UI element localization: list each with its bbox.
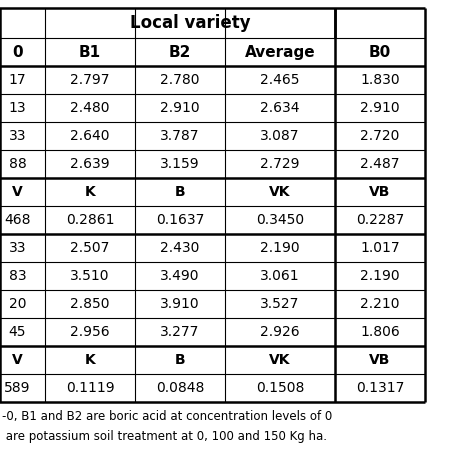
Text: VK: VK (269, 185, 291, 199)
Text: B2: B2 (169, 45, 191, 60)
Text: 0.1317: 0.1317 (356, 381, 404, 395)
Text: 45: 45 (9, 325, 26, 339)
Text: 88: 88 (9, 157, 27, 171)
Text: 0.1119: 0.1119 (66, 381, 114, 395)
Text: 3.910: 3.910 (160, 297, 200, 311)
Text: 0.2287: 0.2287 (356, 213, 404, 227)
Text: B: B (175, 185, 185, 199)
Text: VK: VK (269, 353, 291, 367)
Text: 2.910: 2.910 (360, 101, 400, 115)
Text: 2.210: 2.210 (360, 297, 400, 311)
Text: Local variety: Local variety (130, 14, 250, 32)
Text: 2.480: 2.480 (70, 101, 110, 115)
Text: 3.061: 3.061 (260, 269, 300, 283)
Text: B0: B0 (369, 45, 391, 60)
Text: 0.1508: 0.1508 (256, 381, 304, 395)
Text: 0.3450: 0.3450 (256, 213, 304, 227)
Text: 3.510: 3.510 (70, 269, 110, 283)
Text: K: K (85, 353, 95, 367)
Text: 1.017: 1.017 (360, 241, 400, 255)
Text: 0.2861: 0.2861 (66, 213, 114, 227)
Text: Average: Average (245, 45, 315, 60)
Text: 2.507: 2.507 (70, 241, 109, 255)
Text: 33: 33 (9, 241, 26, 255)
Text: are potassium soil treatment at 0, 100 and 150 Kg ha.: are potassium soil treatment at 0, 100 a… (2, 430, 327, 443)
Text: VB: VB (369, 185, 391, 199)
Text: 3.087: 3.087 (260, 129, 300, 143)
Text: 83: 83 (9, 269, 27, 283)
Text: VB: VB (369, 353, 391, 367)
Text: 2.926: 2.926 (260, 325, 300, 339)
Text: 33: 33 (9, 129, 26, 143)
Text: 3.277: 3.277 (160, 325, 200, 339)
Text: 2.780: 2.780 (160, 73, 200, 87)
Text: 2.639: 2.639 (70, 157, 110, 171)
Text: 2.797: 2.797 (70, 73, 110, 87)
Text: 2.190: 2.190 (360, 269, 400, 283)
Text: 0.1637: 0.1637 (156, 213, 204, 227)
Text: V: V (12, 185, 23, 199)
Text: 2.640: 2.640 (70, 129, 110, 143)
Text: 2.634: 2.634 (260, 101, 300, 115)
Text: 2.487: 2.487 (360, 157, 400, 171)
Text: 3.527: 3.527 (260, 297, 300, 311)
Text: 2.729: 2.729 (260, 157, 300, 171)
Text: 3.490: 3.490 (160, 269, 200, 283)
Text: 20: 20 (9, 297, 26, 311)
Text: 2.850: 2.850 (70, 297, 110, 311)
Text: 1.806: 1.806 (360, 325, 400, 339)
Text: 3.787: 3.787 (160, 129, 200, 143)
Text: 0.0848: 0.0848 (156, 381, 204, 395)
Text: 3.159: 3.159 (160, 157, 200, 171)
Text: 17: 17 (9, 73, 27, 87)
Text: 2.720: 2.720 (360, 129, 400, 143)
Text: 468: 468 (4, 213, 31, 227)
Text: B: B (175, 353, 185, 367)
Text: 13: 13 (9, 101, 27, 115)
Text: 589: 589 (4, 381, 31, 395)
Text: 1.830: 1.830 (360, 73, 400, 87)
Text: 0: 0 (12, 45, 23, 60)
Text: -0, B1 and B2 are boric acid at concentration levels of 0: -0, B1 and B2 are boric acid at concentr… (2, 410, 332, 423)
Text: 2.190: 2.190 (260, 241, 300, 255)
Text: 2.910: 2.910 (160, 101, 200, 115)
Text: 2.465: 2.465 (260, 73, 300, 87)
Text: K: K (85, 185, 95, 199)
Text: V: V (12, 353, 23, 367)
Text: 2.430: 2.430 (160, 241, 200, 255)
Text: 2.956: 2.956 (70, 325, 110, 339)
Text: B1: B1 (79, 45, 101, 60)
